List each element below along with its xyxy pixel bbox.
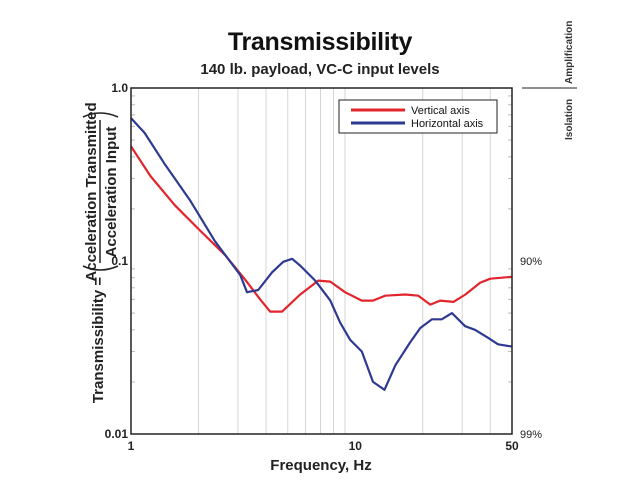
x-tick-label: 1 — [128, 439, 135, 453]
y-tick-label: 0.01 — [105, 427, 129, 441]
x-axis-label: Frequency, Hz — [270, 457, 371, 474]
plot-frame — [130, 87, 513, 435]
y-axis-label: Transmissibility = Acceleration Transmit… — [82, 102, 120, 404]
right-tick-label: 90% — [520, 256, 542, 268]
series-line-horizontal-axis — [130, 117, 513, 391]
left-paren — [82, 265, 119, 271]
right-tick-label: 99% — [520, 429, 542, 441]
tick-labels: 1 10 50 1.0 0.1 0.01 90% 99% — [105, 81, 543, 453]
y-axis-label-prefix: Transmissibility = — [90, 277, 107, 404]
chart-subtitle: 140 lb. payload, VC-C input levels — [200, 61, 440, 78]
series-layer — [130, 117, 513, 391]
y-axis-label-denominator: Acceleration Input — [103, 127, 120, 258]
amplification-label: Amplification — [564, 21, 575, 84]
legend: Vertical axis Horizontal axis — [338, 99, 498, 134]
right-paren — [82, 112, 119, 118]
series-line-vertical-axis — [130, 145, 513, 313]
x-tick-label: 10 — [349, 439, 363, 453]
y-tick-label: 0.1 — [111, 254, 128, 268]
y-tick-label: 1.0 — [111, 81, 128, 95]
chart-title: Transmissibility — [227, 28, 413, 56]
grid — [131, 88, 512, 434]
x-tick-label: 50 — [505, 439, 519, 453]
legend-label-horizontal: Horizontal axis — [411, 118, 484, 130]
legend-label-vertical: Vertical axis — [411, 105, 470, 117]
legend-box — [338, 99, 498, 134]
isolation-label: Isolation — [564, 99, 575, 140]
y-axis-label-numerator: Acceleration Transmitted — [83, 102, 100, 281]
